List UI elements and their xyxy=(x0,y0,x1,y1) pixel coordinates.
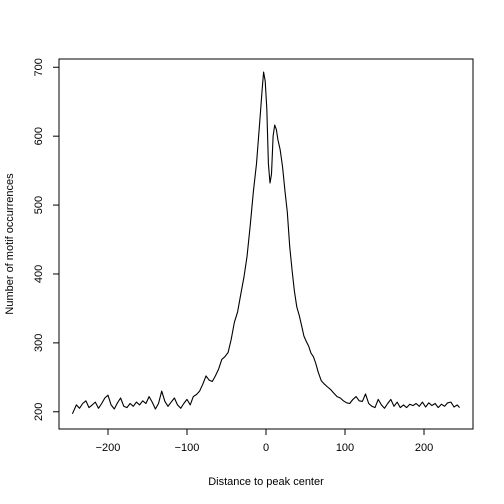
x-tick-label: 0 xyxy=(263,442,269,454)
y-tick-label: 700 xyxy=(33,58,45,76)
y-tick-label: 400 xyxy=(33,265,45,283)
y-tick-label: 200 xyxy=(33,403,45,421)
plot-frame xyxy=(58,58,474,430)
y-axis: 200 300 400 500 600 700 xyxy=(33,58,59,421)
y-tick-label: 500 xyxy=(33,196,45,214)
x-axis: −200 −100 0 100 200 xyxy=(96,429,433,454)
y-axis-label: Number of motif occurrences xyxy=(4,173,16,315)
x-tick-label: 100 xyxy=(336,442,354,454)
x-tick-label: −100 xyxy=(175,442,200,454)
x-tick-label: 200 xyxy=(415,442,433,454)
x-tick-label: −200 xyxy=(96,442,121,454)
y-tick-label: 300 xyxy=(33,334,45,352)
y-tick-label: 600 xyxy=(33,127,45,145)
x-axis-label: Distance to peak center xyxy=(208,476,324,488)
series-line xyxy=(71,71,461,415)
